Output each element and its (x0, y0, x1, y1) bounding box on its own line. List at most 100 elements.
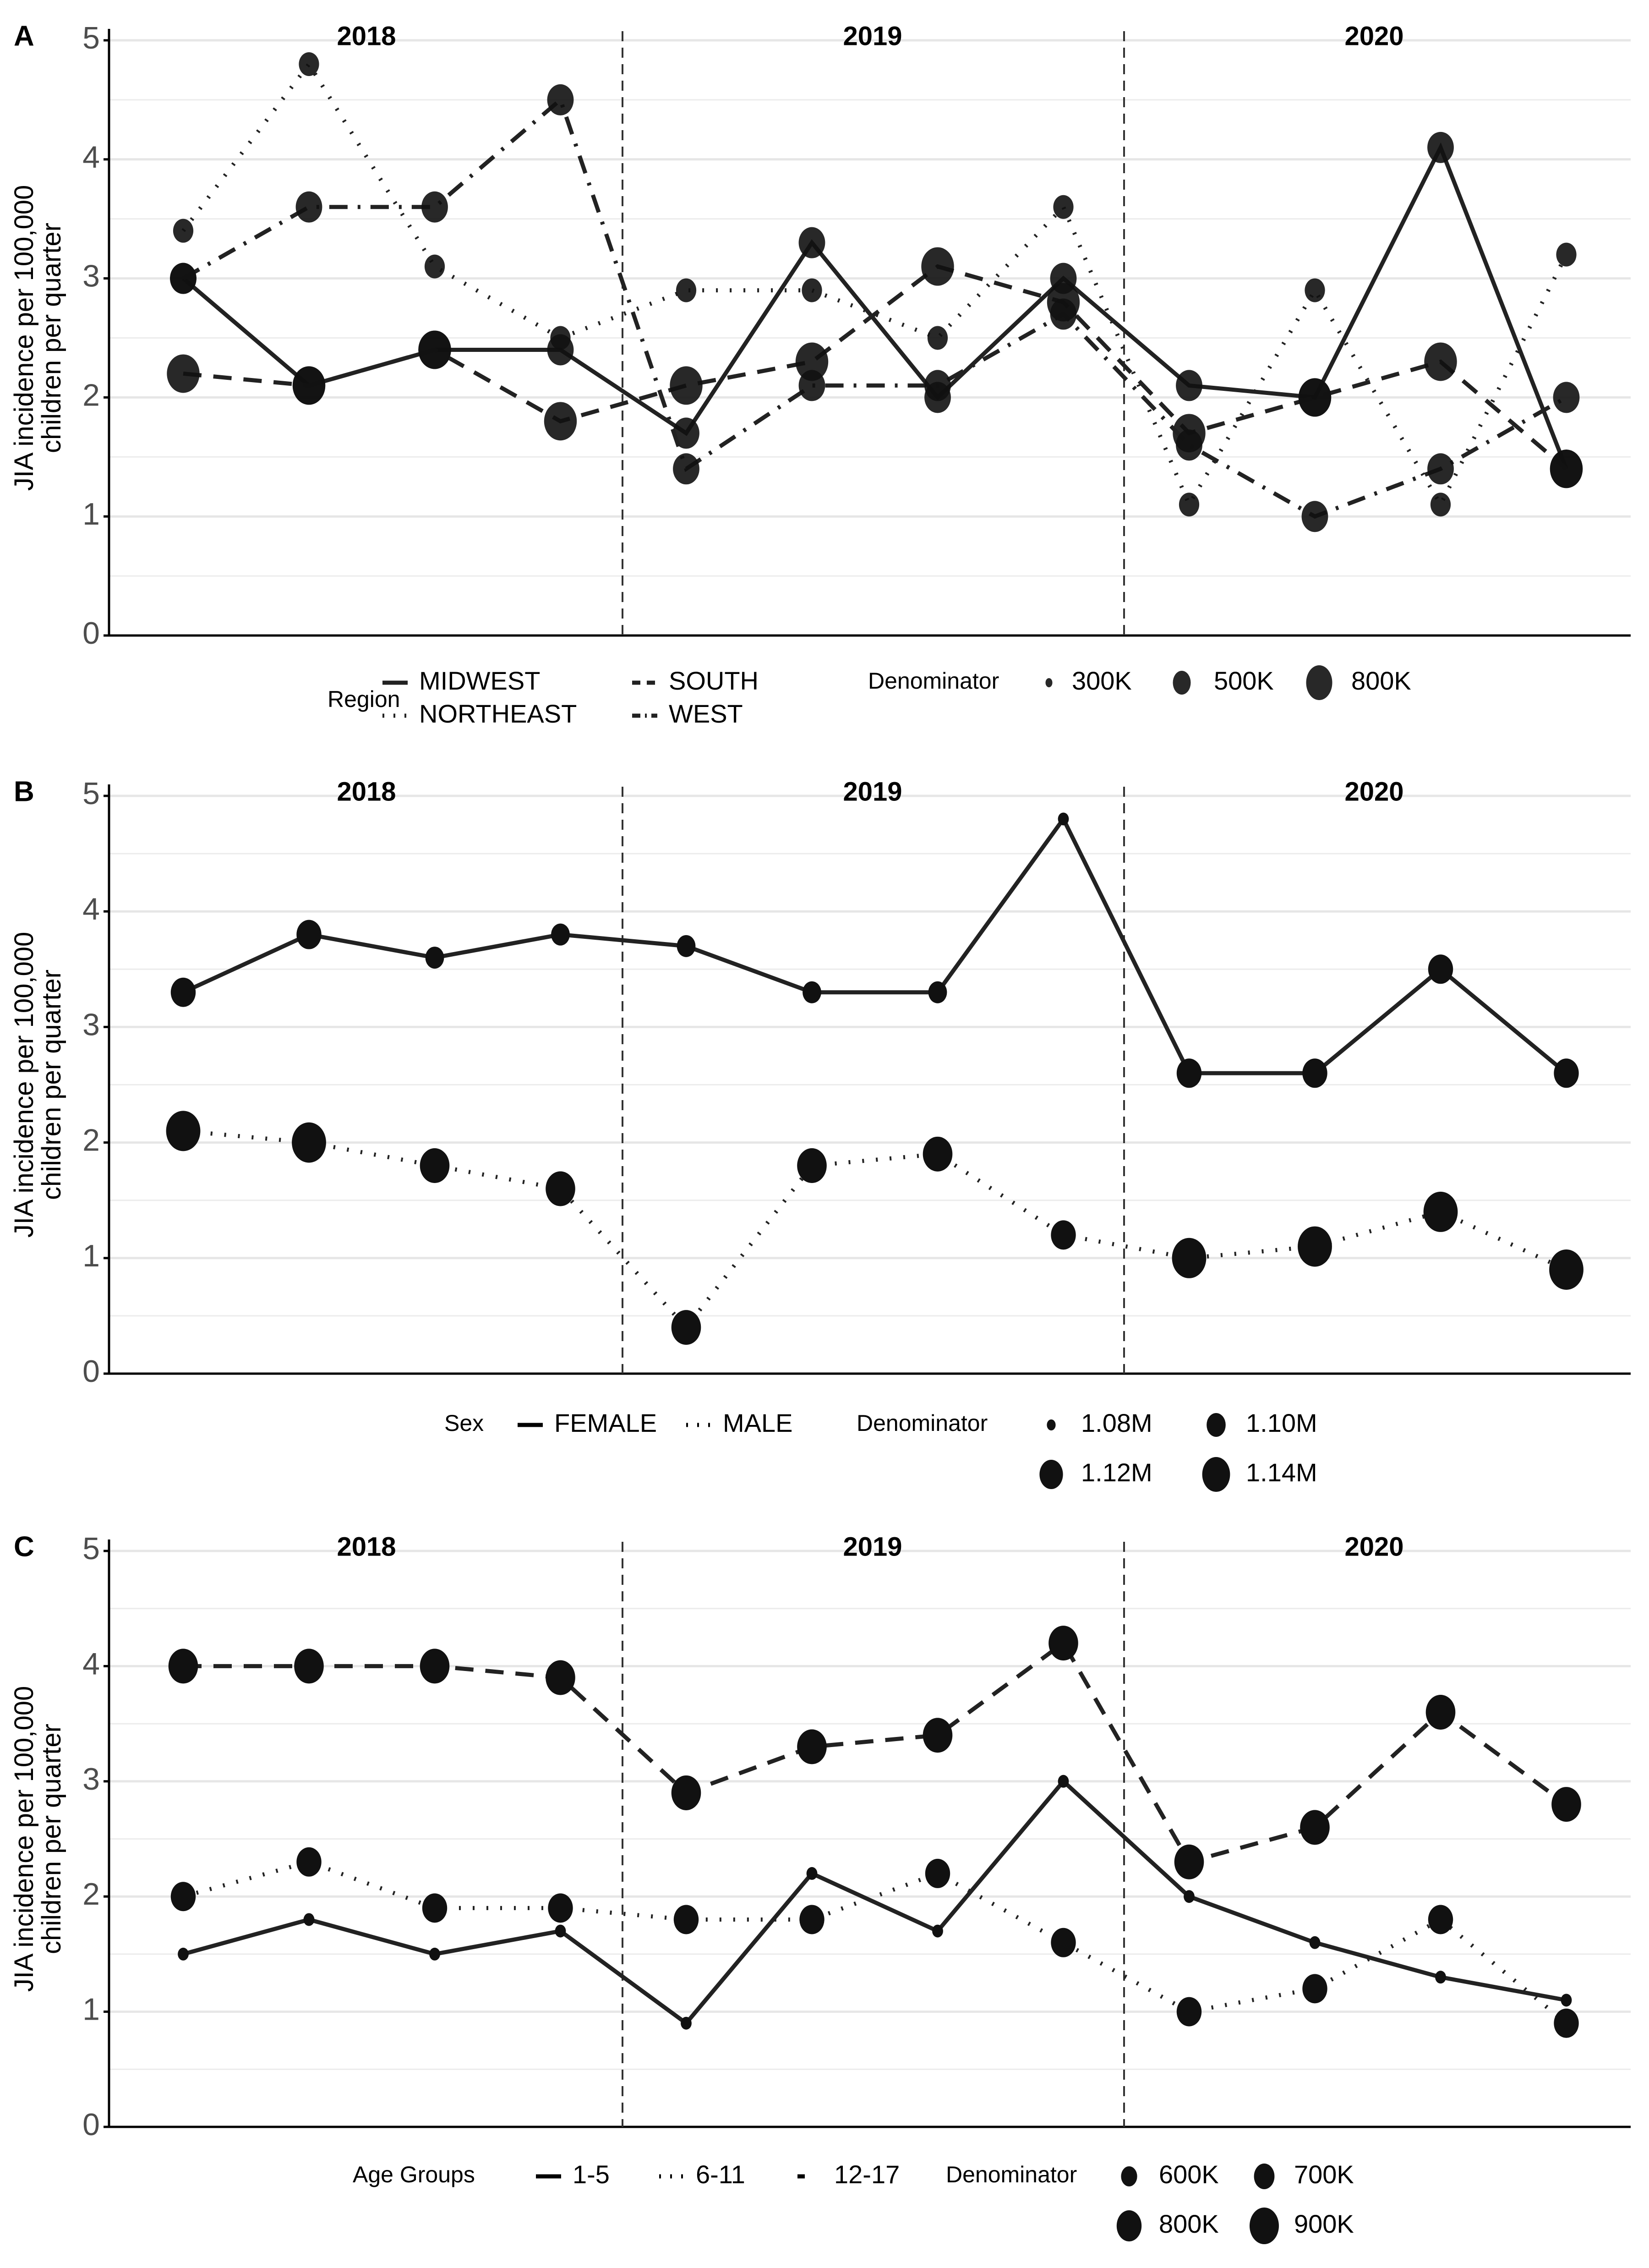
data-point (1554, 2008, 1579, 2038)
data-point (928, 981, 947, 1003)
year-label-2018: 2018 (337, 777, 396, 806)
data-point (798, 370, 825, 401)
data-point (547, 84, 574, 115)
legend-label-1-5: 1-5 (573, 2160, 610, 2189)
data-point (1050, 298, 1077, 330)
data-point (178, 1947, 189, 1961)
year-label-2019: 2019 (843, 1532, 902, 1561)
data-point (1423, 1191, 1458, 1232)
y-axis-label: JIA incidence per 100,000children per qu… (9, 185, 66, 491)
data-point (924, 370, 951, 401)
legend-label-northeast: NORTHEAST (419, 699, 577, 728)
year-label-2020: 2020 (1344, 1532, 1403, 1561)
data-point (1556, 242, 1577, 267)
legend-size-label: 500K (1214, 666, 1274, 695)
series-line (183, 1640, 1568, 1865)
data-point (1430, 493, 1451, 517)
data-point (299, 52, 319, 76)
data-point (544, 402, 577, 441)
legend-title-denominator: Denominator (857, 1410, 988, 1436)
data-point (1051, 1220, 1076, 1250)
data-point (173, 219, 194, 243)
data-point (673, 417, 699, 449)
data-point (294, 1649, 324, 1684)
legend-label-south: SOUTH (669, 666, 759, 695)
data-point (673, 453, 699, 485)
series-midwest (170, 131, 1583, 488)
data-point (418, 330, 451, 369)
legend-label-6-11: 6-11 (696, 2160, 745, 2189)
data-point (551, 923, 570, 946)
data-point (1428, 954, 1453, 984)
y-tick-label: 3 (82, 259, 100, 294)
data-point (1179, 493, 1200, 517)
panel-letter: A (14, 20, 34, 52)
data-point (546, 1660, 575, 1695)
data-point (1058, 1775, 1069, 1788)
data-point (168, 1649, 198, 1684)
data-point (295, 191, 322, 223)
legend-size-label: 900K (1294, 2209, 1354, 2238)
panel-letter: B (14, 776, 34, 807)
data-point (303, 1913, 315, 1926)
series-line (182, 1778, 1567, 2026)
data-point (802, 278, 822, 302)
data-point (925, 1858, 950, 1888)
data-point (795, 342, 829, 381)
data-point (1302, 1058, 1327, 1088)
data-point (676, 278, 697, 302)
data-point (1551, 1787, 1581, 1822)
legend-size-key (1121, 2166, 1137, 2186)
year-label-2019: 2019 (843, 777, 902, 806)
data-point (546, 1171, 575, 1206)
data-point (1298, 1226, 1332, 1267)
legend-label-west: WEST (669, 699, 743, 728)
legend: Region MIDWEST NORTHEAST SOUTH WEST Denominat… (328, 665, 1411, 728)
y-tick-label: 1 (82, 1238, 100, 1273)
series-line (183, 1129, 1567, 1331)
data-point (1176, 1058, 1202, 1088)
legend-size-label: 1.14M (1246, 1458, 1317, 1487)
legend-size-key (1202, 1457, 1230, 1492)
data-point (927, 326, 948, 350)
series-12-17 (168, 1626, 1581, 1879)
legend-size-key (1250, 2208, 1279, 2244)
data-point (1302, 1974, 1327, 2004)
y-axis-label-line2: children per quarter (37, 1724, 66, 1954)
panel-b: 0 1 2 3 4 5 2018 2019 2020 B JIA incidence per 100… (9, 776, 1631, 1492)
data-point (1301, 501, 1328, 532)
y-axis-label-line2: children per quarter (37, 970, 66, 1200)
data-point (677, 935, 696, 957)
series-line (181, 60, 1568, 509)
legend-size-label: 300K (1072, 666, 1132, 695)
data-point (1428, 1905, 1453, 1934)
y-tick-label: 0 (82, 616, 100, 651)
data-point (1058, 812, 1069, 826)
y-tick-label: 5 (82, 1531, 100, 1566)
legend-size-label: 800K (1159, 2209, 1219, 2238)
data-point (1425, 1694, 1456, 1730)
year-label-2019: 2019 (843, 21, 902, 51)
series-west (170, 84, 1580, 532)
data-point (797, 1148, 827, 1183)
data-point (1176, 429, 1202, 461)
y-tick-label: 4 (82, 892, 100, 926)
data-point (673, 1905, 699, 1934)
data-point (425, 947, 444, 969)
year-label-2020: 2020 (1344, 21, 1403, 51)
y-tick-label: 3 (82, 1007, 100, 1042)
legend-size-label: 1.12M (1081, 1458, 1152, 1487)
data-point (799, 1905, 824, 1934)
year-label-2020: 2020 (1344, 777, 1403, 806)
legend-size-key (1306, 665, 1332, 700)
data-point (671, 1775, 701, 1810)
series-1-5 (178, 1775, 1572, 2030)
year-label-2018: 2018 (337, 21, 396, 51)
legend-size-label: 600K (1159, 2160, 1219, 2189)
y-tick-label: 0 (82, 1354, 100, 1389)
series-6-11 (170, 1847, 1579, 2038)
legend-title-denominator: Denominator (868, 668, 999, 694)
data-point (1184, 1890, 1195, 1903)
panel-letter: C (14, 1531, 34, 1562)
